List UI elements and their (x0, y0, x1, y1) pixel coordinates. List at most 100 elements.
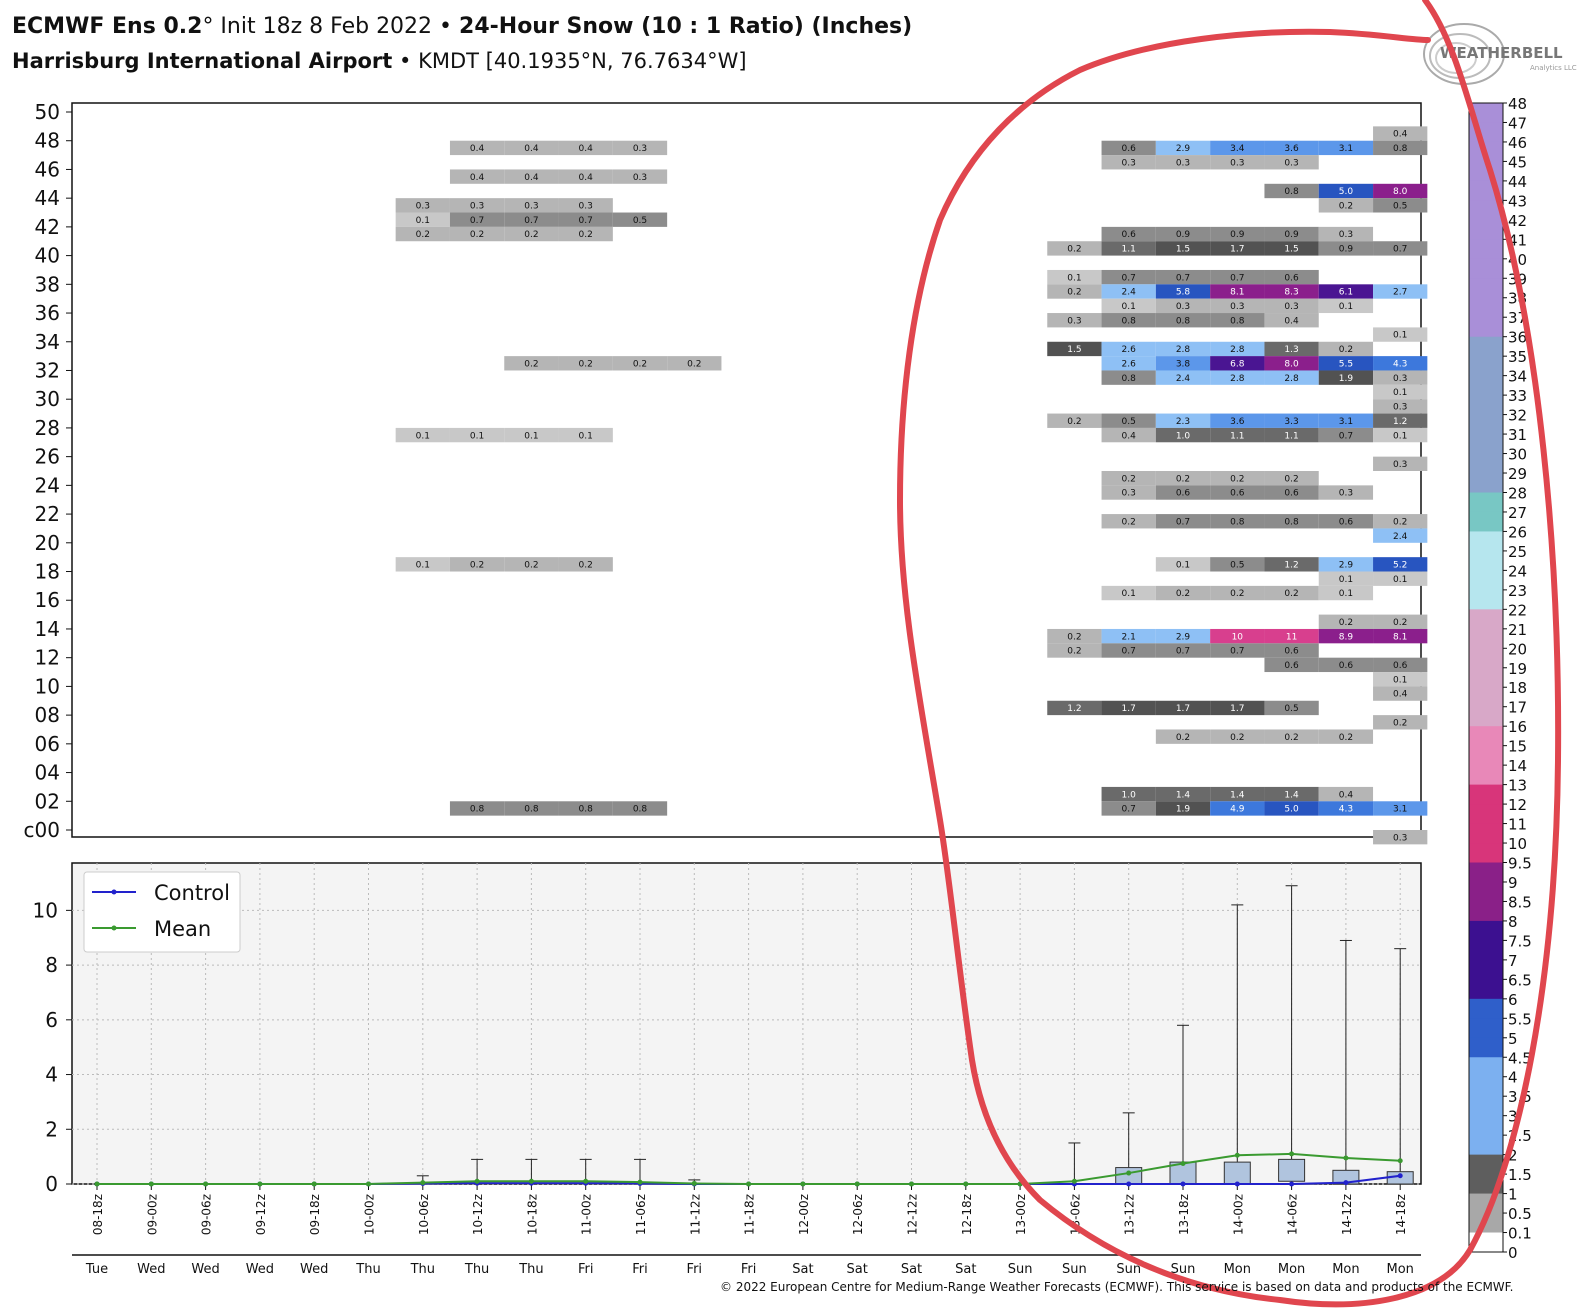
heatmap-cell (504, 226, 559, 242)
heatmap-cell-label: 3.1 (1339, 417, 1353, 427)
heatmap-cell (1264, 140, 1319, 156)
heatmap-cell-label: 0.1 (1393, 675, 1407, 685)
heatmap-cell-label: 4.9 (1230, 805, 1245, 815)
colorbar-segment (1469, 1037, 1503, 1058)
station-detail: KMDT [40.1935°N, 76.7634°W] (411, 49, 747, 73)
heatmap-cell-label: 0.3 (1393, 374, 1407, 384)
colorbar-label: 42 (1508, 212, 1527, 230)
colorbar-segment (1469, 804, 1503, 825)
heatmap-cell-label: 2.8 (1230, 374, 1245, 384)
heatmap-cell (449, 557, 505, 572)
heatmap-cell-label: 0.8 (579, 805, 594, 815)
legend-marker-mean (111, 925, 117, 931)
heatmap-cell-label: 0.4 (1122, 431, 1137, 441)
heatmap-cell-label: 1.2 (1284, 560, 1298, 570)
colorbar-label: 13 (1508, 777, 1527, 795)
heatmap-cell-label: 3.4 (1230, 144, 1245, 154)
heatmap-cell (1101, 585, 1156, 601)
heatmap-cell-label: 0.2 (1393, 517, 1407, 527)
colorbar-segment (1469, 258, 1503, 279)
heatmap-cell (1155, 284, 1211, 299)
colorbar-label: 46 (1508, 134, 1527, 152)
legend-label-mean: Mean (154, 917, 211, 941)
heatmap-cell (449, 212, 505, 227)
heatmap-cell (1210, 729, 1265, 744)
heatmap-cell (1155, 298, 1211, 314)
heatmap-cell-label: 8.0 (1393, 187, 1408, 197)
colorbar-label: 0.5 (1508, 1205, 1532, 1223)
heatmap-cell-label: 0.3 (1284, 302, 1298, 312)
heatmap-cell-label: 4.3 (1393, 359, 1407, 369)
heatmap-cell-label: 0.2 (1284, 733, 1298, 743)
heatmap-cell (1155, 557, 1211, 572)
heatmap-cell (1047, 241, 1102, 256)
heatmap-cell-label: 10 (1232, 632, 1244, 642)
heatmap-cell (1373, 183, 1428, 199)
heatmap-cell (1210, 269, 1265, 285)
colorbar-segment (1469, 920, 1503, 941)
heatmap-ytick-label: 06 (35, 732, 60, 756)
heatmap-cell-label: 0.2 (579, 359, 593, 369)
boxplot-xtick-label: 09-18z (308, 1194, 322, 1235)
heatmap-cell-label: 5.0 (1284, 805, 1299, 815)
heatmap-cell (1210, 585, 1265, 601)
colorbar-label: 43 (1508, 192, 1527, 210)
heatmap-cell (1318, 226, 1374, 242)
product-name: 24-Hour Snow (10 : 1 Ratio) (Inches) (459, 14, 913, 39)
heatmap-cell (1155, 585, 1211, 601)
heatmap-cell (1210, 700, 1265, 716)
heatmap-cell (1264, 341, 1319, 357)
heatmap-cell (1155, 370, 1211, 385)
heatmap-cell-label: 0.3 (1176, 158, 1190, 168)
heatmap-cell (1155, 514, 1211, 529)
heatmap-cell-label: 0.3 (1176, 302, 1190, 312)
heatmap-cell (1101, 241, 1156, 256)
heatmap-cell-label: 0.2 (524, 560, 538, 570)
heatmap-cell (1101, 284, 1156, 299)
heatmap-cell-label: 0.3 (633, 144, 647, 154)
series-point-mean (854, 1181, 860, 1187)
heatmap-cell (1155, 313, 1211, 328)
series-point-mean (94, 1181, 100, 1187)
heatmap-cell (1210, 427, 1265, 443)
heatmap-cell-label: 3.6 (1284, 144, 1299, 154)
heatmap-cell (1210, 140, 1265, 156)
heatmap-cell (612, 801, 668, 816)
heatmap-ytick-label: 26 (35, 445, 60, 469)
station-name: Harrisburg International Airport (12, 49, 393, 73)
heatmap-cell-label: 1.1 (1284, 431, 1298, 441)
heatmap-cell (1210, 298, 1265, 314)
boxplot-xtick-label: 09-06z (200, 1194, 214, 1235)
heatmap-cell-label: 0.2 (1230, 474, 1244, 484)
heatmap-cell-label: 0.7 (1230, 647, 1244, 657)
heatmap-cell (558, 226, 613, 242)
heatmap-cell-label: 0.6 (1393, 661, 1408, 671)
series-point-control (1126, 1181, 1132, 1187)
heatmap-cell (1373, 528, 1428, 543)
heatmap-cell-label: 0.3 (416, 201, 430, 211)
colorbar-label: 15 (1508, 738, 1527, 756)
boxplot-day-label: Sat (901, 1262, 922, 1277)
boxplot-xtick-label: 10-06z (417, 1194, 431, 1235)
heatmap-cell-label: 0.8 (1230, 517, 1245, 527)
boxplot-day-label: Thu (464, 1262, 489, 1277)
heatmap-cell-label: 8.9 (1339, 632, 1354, 642)
boxplot-day-label: Fri (632, 1262, 648, 1277)
heatmap-cell-label: 0.6 (1122, 144, 1137, 154)
colorbar-label: 48 (1508, 95, 1527, 113)
heatmap-ytick-label: 20 (35, 531, 60, 555)
series-point-mean (366, 1181, 371, 1187)
heatmap-cell (1101, 313, 1156, 328)
hand-drawn-circle (896, 0, 1562, 1308)
heatmap-cell-label: 2.4 (1393, 532, 1408, 542)
heatmap-cell-label: 0.2 (579, 230, 593, 240)
heatmap-cell-label: 1.7 (1230, 245, 1244, 255)
colorbar-label: 3 (1508, 1108, 1518, 1126)
heatmap-cell (612, 212, 668, 227)
boxplot-xtick-label: 14-00z (1231, 1194, 1245, 1235)
heatmap-cell-label: 0.7 (1339, 431, 1353, 441)
colorbar-segment (1469, 823, 1503, 844)
heatmap-cell-label: 0.6 (1284, 661, 1299, 671)
heatmap-cell-label: 0.1 (1339, 589, 1353, 599)
heatmap-ytick-label: 30 (35, 387, 60, 411)
